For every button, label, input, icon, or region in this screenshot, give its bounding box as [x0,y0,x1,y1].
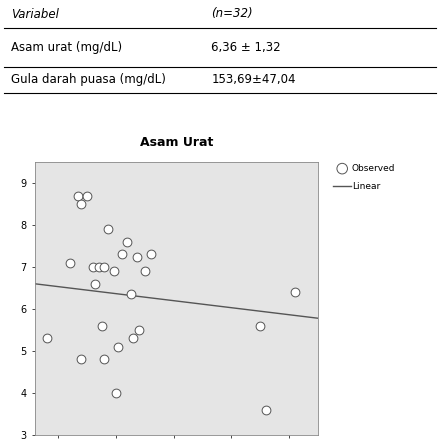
Text: Linear: Linear [352,182,381,191]
Point [104,226,111,233]
Point [118,251,125,258]
Text: Gula darah puasa (mg/dL): Gula darah puasa (mg/dL) [11,73,166,87]
Text: (n=32): (n=32) [211,8,253,20]
Point [257,322,264,329]
Point [124,238,131,245]
Text: 153,69±47,04: 153,69±47,04 [211,73,296,87]
Point [95,263,102,271]
Text: Asam urat (mg/dL): Asam urat (mg/dL) [11,41,122,53]
Point [99,322,106,329]
Point [141,268,148,275]
Point [89,263,96,271]
Point [136,327,143,334]
Text: 6,36 ± 1,32: 6,36 ± 1,32 [211,41,281,53]
Text: Asam Urat: Asam Urat [140,137,213,149]
Point [291,289,298,296]
Point [112,389,119,396]
Point [263,406,270,413]
Point [43,335,50,342]
Point [110,268,117,275]
Point [66,259,73,267]
Point [115,343,122,351]
Text: Variabel: Variabel [11,8,59,20]
Point [101,263,108,271]
Text: Observed: Observed [351,164,395,173]
Point [78,356,85,363]
Point [74,192,81,199]
Point [130,335,137,342]
Point [84,192,91,199]
Point [78,201,85,208]
Point [127,291,134,298]
Point [92,280,99,287]
Point [147,251,154,258]
Point [133,253,140,260]
Point [101,356,108,363]
